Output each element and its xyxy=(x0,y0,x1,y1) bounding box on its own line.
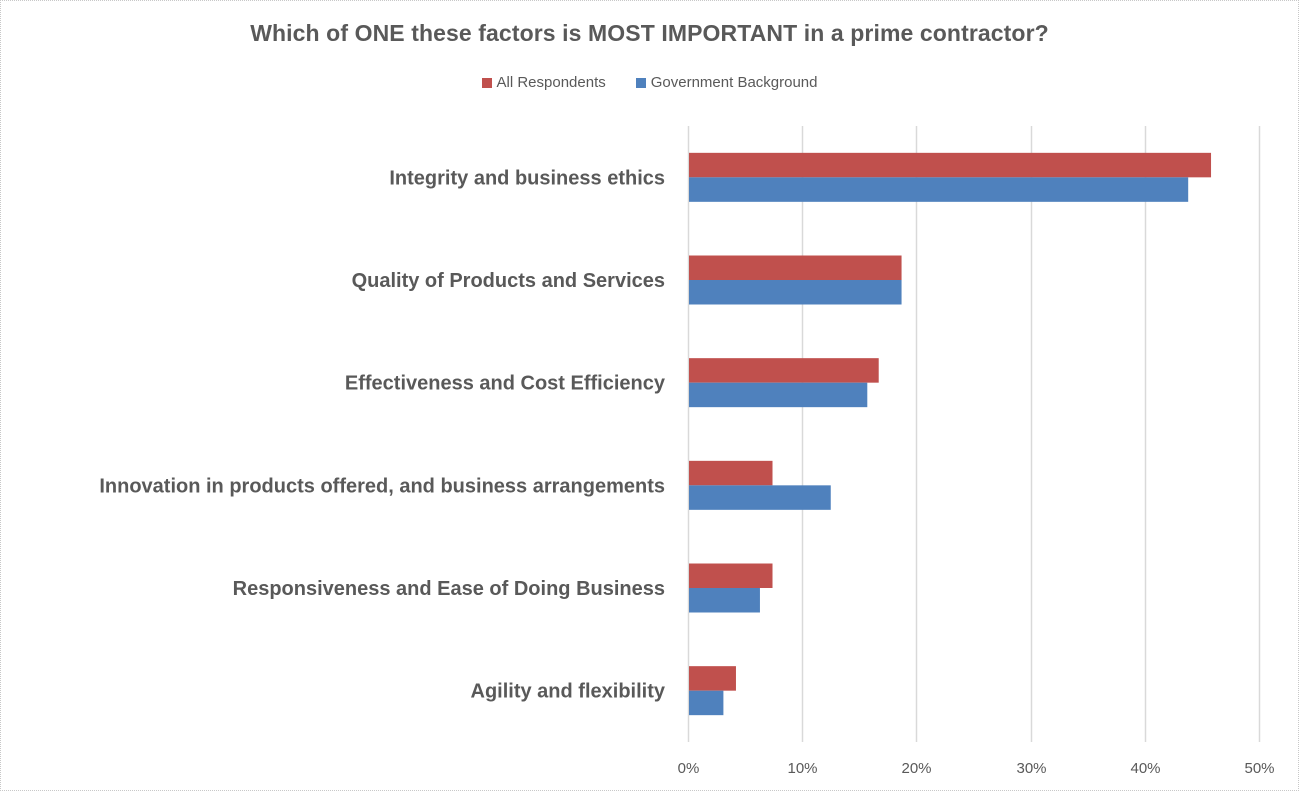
legend-swatch-government-background xyxy=(635,77,646,88)
gridlines xyxy=(687,126,1261,742)
category-label-quality-of-products-and-services: Quality of Products and Services xyxy=(352,270,665,292)
bar-government-background-integrity-and-business-ethics xyxy=(689,177,1189,202)
x-tick-label: 0% xyxy=(678,760,700,777)
bar-all-respondents-innovation-in-products-offered-and-business-arrangements xyxy=(689,460,773,486)
x-tick-label: 40% xyxy=(1130,760,1160,777)
bar-government-background-quality-of-products-and-services xyxy=(689,280,902,305)
bar-all-respondents-agility-and-flexibility xyxy=(689,666,736,691)
category-label-innovation-in-products-offered-and-business-arrangements: Innovation in products offered, and busi… xyxy=(99,475,665,497)
category-labels: Integrity and business ethics Quality of … xyxy=(99,167,666,702)
x-tick-label: 10% xyxy=(787,760,817,777)
x-tick-label: 20% xyxy=(901,760,931,777)
legend-swatch-all-respondents xyxy=(481,77,492,88)
bar-all-respondents-effectiveness-and-cost-efficiency xyxy=(689,358,879,383)
category-label-agility-and-flexibility: Agility and flexibility xyxy=(471,681,666,703)
bar-government-background-innovation-in-products-offered-and-business-arrangements xyxy=(689,485,831,510)
legend-item-government-background: Government Background xyxy=(635,74,818,91)
bar-all-respondents-responsiveness-and-ease-of-doing-business xyxy=(689,563,773,588)
x-tick-label: 50% xyxy=(1244,760,1274,777)
bar-government-background-agility-and-flexibility xyxy=(689,690,724,716)
legend: All Respondents Government Background xyxy=(0,74,1299,91)
bars xyxy=(689,152,1212,716)
bar-all-respondents-quality-of-products-and-services xyxy=(689,255,902,280)
category-label-responsiveness-and-ease-of-doing-business: Responsiveness and Ease of Doing Busines… xyxy=(233,578,665,600)
x-tick-label: 30% xyxy=(1016,760,1046,777)
chart-title: Which of ONE these factors is MOST IMPOR… xyxy=(250,20,1049,46)
legend-label-government-background: Government Background xyxy=(650,74,818,91)
bar-government-background-effectiveness-and-cost-efficiency xyxy=(689,382,868,408)
bar-all-respondents-integrity-and-business-ethics xyxy=(689,152,1212,178)
bar-government-background-responsiveness-and-ease-of-doing-business xyxy=(689,588,760,613)
legend-label-all-respondents: All Respondents xyxy=(496,74,606,91)
category-label-effectiveness-and-cost-efficiency: Effectiveness and Cost Efficiency xyxy=(345,373,666,395)
x-tick-labels: 0% 10% 20% 30% 40% 50% xyxy=(678,760,1275,777)
legend-item-all-respondents: All Respondents xyxy=(481,74,606,91)
category-label-integrity-and-business-ethics: Integrity and business ethics xyxy=(389,167,665,189)
